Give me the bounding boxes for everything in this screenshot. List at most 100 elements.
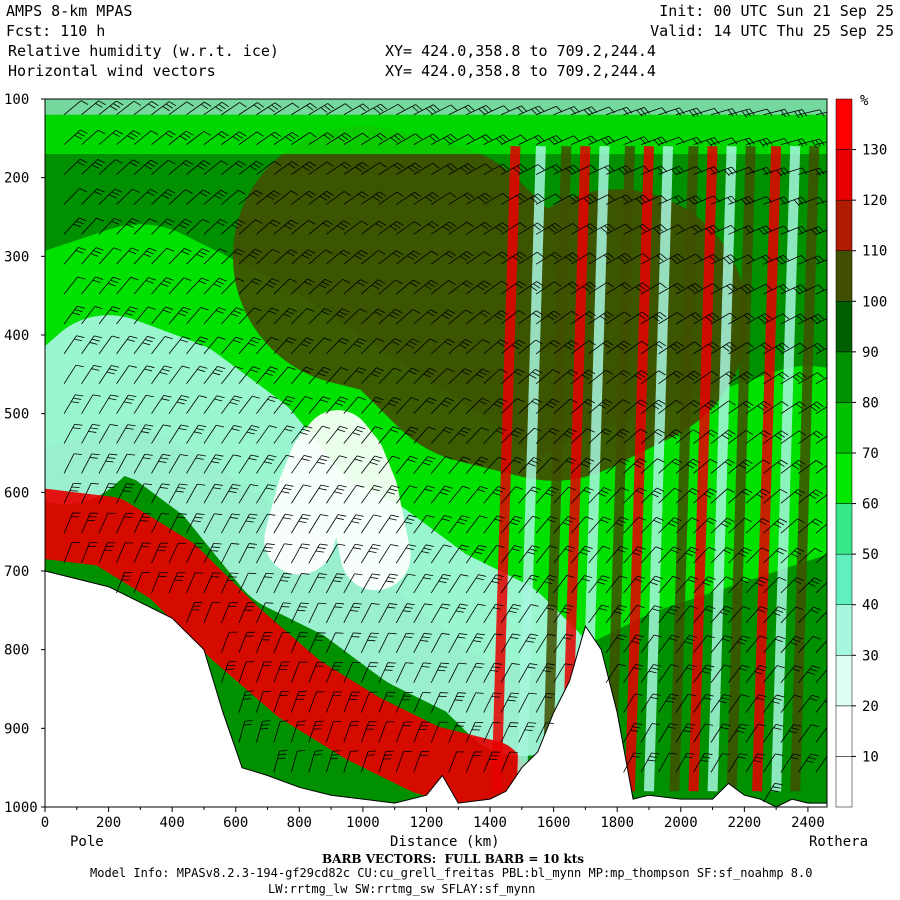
wind-barb-flag [549,401,557,406]
wind-barb [308,602,319,624]
wind-barb-flag [443,137,450,144]
wind-barb-flag [97,129,106,135]
wind-barb-flag [536,281,544,287]
wind-barb-flag [722,346,730,352]
wind-barb-flag [530,197,538,204]
wind-barb-flag [535,369,543,374]
wind-barb-flag [74,134,82,140]
x-end-label: Rothera [809,834,868,850]
wind-barb-flag [318,487,327,491]
wind-barb-flag [667,611,676,615]
wind-barb-flag [292,102,300,109]
wind-barb [623,428,641,444]
wind-barb-flag [780,168,786,176]
wind-barb-flag [459,518,468,522]
wind-barb [343,485,357,504]
wind-barb-flag [704,608,713,613]
wind-barb-flag [254,248,263,253]
wind-barb [728,517,745,534]
wind-barb-flag [793,724,802,727]
wind-barb-flag [493,577,502,581]
wind-barb-flag [495,138,503,145]
wind-barb-flag [438,580,447,584]
wind-barb-flag [797,489,806,494]
wind-barb-flag [741,550,749,555]
wind-barb-flag [512,256,520,262]
wind-barb-flag [127,424,136,427]
wind-barb-flag [707,402,715,408]
wind-barb-flag [723,520,732,525]
wind-barb-flag [476,373,484,379]
wind-barb-flag [690,402,698,408]
wind-barb-flag [516,427,525,432]
wind-barb-flag [710,138,716,146]
wind-barb-flag [216,424,225,428]
wind-barb [500,310,519,325]
wind-barb-flag [784,167,790,175]
wind-barb-flag [654,402,663,407]
wind-barb-flag [79,158,88,164]
wind-barb [326,367,342,385]
wind-barb-flag [306,337,314,342]
wind-barb-flag [350,750,359,752]
wind-barb [605,136,627,145]
wind-barb-flag [684,756,693,759]
wind-barb [63,542,73,564]
wind-barb-flag [694,283,702,289]
wind-barb-flag [239,102,247,108]
wind-barb-flag [309,102,317,109]
wind-barb-flag [201,277,210,282]
wind-barb-flag [538,134,545,142]
wind-barb-flag [143,253,152,258]
wind-barb-flag [300,517,309,520]
wind-barb-flag [358,164,366,170]
wind-barb-flag [599,315,607,321]
wind-barb-flag [619,604,628,608]
wind-barb-flag [286,425,295,429]
wind-barb [151,336,166,355]
wind-barb-flag [708,576,716,580]
wind-barb-flag [273,161,282,166]
wind-barb-flag [599,607,608,611]
wind-barb-flag [213,542,222,545]
wind-barb [798,548,815,564]
wind-barb-flag [265,487,274,490]
wind-barb-flag [447,338,455,344]
wind-barb-flag [286,454,295,458]
wind-barb-flag [195,542,204,545]
wind-barb-flag [793,199,800,207]
wind-barb [588,546,604,564]
wind-barb-flag [127,135,135,140]
wind-barb-flag [178,427,187,431]
wind-barb-flag [550,516,558,520]
wind-barb-flag [407,459,416,463]
wind-barb-flag [742,605,751,610]
wind-barb-flag [287,366,296,370]
wind-barb-flag [465,280,474,286]
wind-barb-flag [468,104,475,111]
colorbar-label: 50 [862,547,879,563]
y-tick-label: 300 [4,249,29,265]
wind-barb-flag [374,311,382,316]
wind-barb-flag [669,345,677,352]
wind-barb-flag [203,160,211,165]
wind-barb-flag [484,192,492,199]
x-tick-label: 1200 [410,815,444,831]
wind-barb-flag [778,344,786,351]
wind-barb-flag [565,633,574,637]
wind-barb-flag [511,548,520,552]
wind-barb-flag [695,253,702,260]
wind-barb-flag [772,786,781,789]
wind-barb-flag [710,429,718,435]
wind-barb-flag [674,458,683,463]
wind-barb-flag [655,575,663,580]
wind-barb-flag [298,606,308,608]
wind-barb-flag [414,191,422,198]
forecast-hour: Fcst: 110 h [6,22,106,40]
wind-barb-flag [251,280,260,285]
wind-barb-flag [795,403,803,409]
wind-barb-flag [77,305,85,309]
wind-barb-flag [92,423,101,426]
wind-barb-flag [532,515,541,520]
wind-barb [98,247,114,265]
